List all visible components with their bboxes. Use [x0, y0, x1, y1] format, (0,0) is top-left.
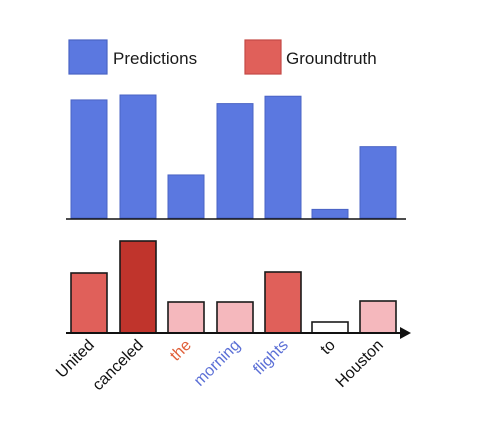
x-axis — [66, 327, 411, 339]
groundtruth-bar-flights — [264, 271, 302, 334]
legend-label-groundtruth: Groundtruth — [286, 49, 377, 68]
prediction-bar-canceled — [119, 94, 157, 219]
prediction-bar-to — [311, 208, 349, 219]
groundtruth-bar-morning — [216, 301, 254, 334]
legend-swatch-predictions — [68, 39, 108, 75]
groundtruth-bar-the — [167, 301, 205, 334]
prediction-bar-united — [70, 99, 108, 219]
legend-label-predictions: Predictions — [113, 49, 197, 68]
groundtruth-series — [70, 240, 397, 334]
prediction-bar-the — [167, 174, 205, 219]
legend: Predictions Groundtruth — [68, 39, 377, 75]
x-tick-label-the: the — [167, 337, 195, 365]
legend-swatch-groundtruth — [244, 39, 282, 75]
prediction-bar-houston — [359, 146, 397, 219]
groundtruth-bar-to — [311, 321, 349, 334]
predictions-series — [70, 94, 397, 219]
prediction-bar-flights — [264, 95, 302, 219]
x-tick-label-canceled: canceled — [90, 337, 147, 394]
x-tick-label-morning: morning — [191, 337, 244, 390]
x-tick-label-houston: Houston — [333, 337, 387, 391]
x-tick-label-flights: flights — [250, 337, 292, 379]
groundtruth-bar-canceled — [119, 240, 157, 334]
x-tick-label-to: to — [317, 337, 339, 359]
x-axis-arrowhead — [400, 327, 411, 339]
groundtruth-bar-united — [70, 272, 108, 334]
groundtruth-bar-houston — [359, 300, 397, 334]
prediction-bar-morning — [216, 103, 254, 219]
x-tick-label-united: United — [53, 337, 98, 382]
